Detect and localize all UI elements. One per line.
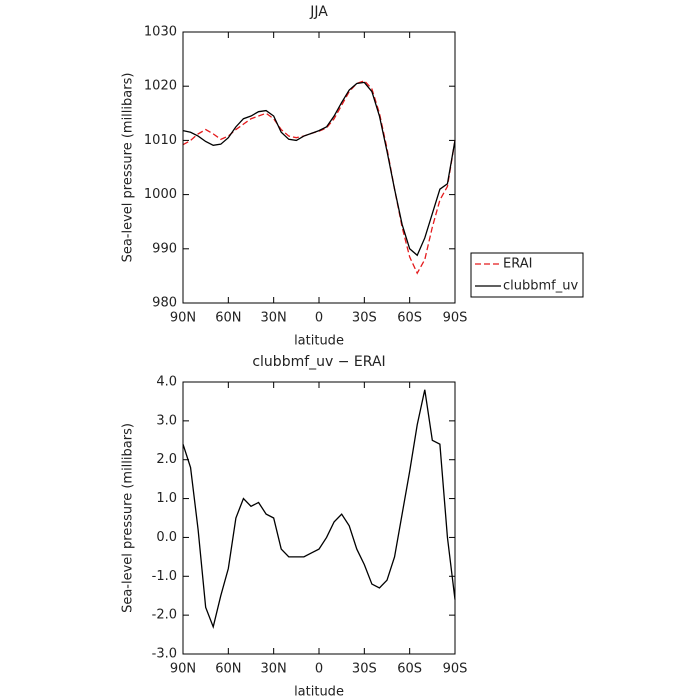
chart-title: clubbmf_uv − ERAI [252,354,385,370]
legend-box [470,252,584,298]
x-tick-label: 90N [170,662,196,677]
y-tick-label: 4.0 [156,375,177,390]
x-tick-label: 30S [352,662,377,677]
y-tick-label: -2.0 [152,608,177,623]
y-tick-label: 1020 [144,79,177,94]
y-tick-label: 980 [152,296,177,311]
x-tick-label: 60N [215,662,241,677]
x-tick-label: 90S [443,662,468,677]
y-tick-label: -1.0 [152,569,177,584]
y-tick-label: 2.0 [156,452,177,467]
x-tick-label: 30N [261,311,287,326]
x-tick-label: 30S [352,311,377,326]
data-line [182,81,456,257]
x-tick-label: 90S [443,311,468,326]
data-line [182,389,456,629]
plot-frame [182,31,456,304]
y-tick-label: 1000 [144,187,177,202]
x-tick-label: 30N [261,662,287,677]
y-tick-label: 1010 [144,133,177,148]
x-tick-label: 0 [315,662,323,677]
y-tick-label: 990 [152,241,177,256]
chart-title: JJA [309,4,328,20]
legend-label: ERAI [503,257,532,272]
x-tick-label: 60S [397,311,422,326]
x-axis-label: latitude [294,685,344,700]
y-tick-label: 1030 [144,25,177,40]
x-tick-label: 0 [315,311,323,326]
legend-label: clubbmf_uv [503,279,578,294]
x-tick-label: 60N [215,311,241,326]
y-tick-label: 3.0 [156,413,177,428]
data-line [182,80,456,275]
x-axis-label: latitude [294,334,344,349]
y-tick-label: 1.0 [156,491,177,506]
y-axis-label: Sea-level pressure (millibars) [121,73,136,263]
plot-frame [182,381,456,655]
y-tick-label: -3.0 [152,647,177,662]
y-axis-label: Sea-level pressure (millibars) [121,423,136,613]
x-tick-label: 90N [170,311,196,326]
y-tick-label: 0.0 [156,530,177,545]
x-tick-label: 60S [397,662,422,677]
